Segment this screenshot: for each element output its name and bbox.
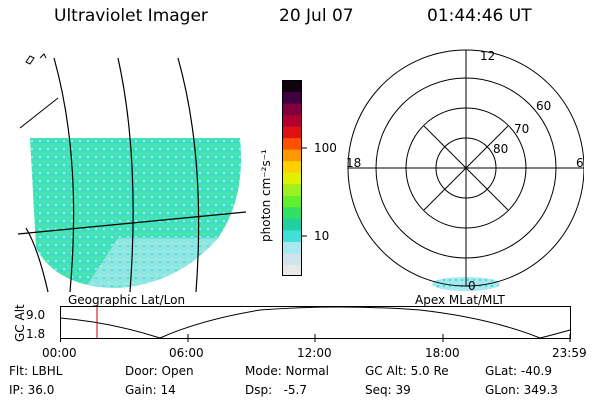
info-gain: Gain: 14: [125, 383, 176, 397]
info-door: Door: Open: [125, 364, 194, 378]
geographic-map: [18, 53, 247, 292]
polar-plot-label: Apex MLat/MLT: [415, 293, 505, 307]
colorbar-segment: [282, 252, 302, 265]
colorbar-segment: [282, 137, 302, 150]
time-tick-0600: 06:00: [169, 346, 204, 360]
colorbar-segment: [282, 218, 302, 231]
colorbar-segment: [282, 126, 302, 139]
geographic-map-label: Geographic Lat/Lon: [68, 293, 186, 307]
colorbar-frame: [282, 80, 302, 276]
mlt-label-0: 0: [468, 279, 476, 293]
mlat-label-70: 70: [514, 122, 529, 136]
info-mode: Mode: Normal: [245, 364, 329, 378]
image-date: 20 Jul 07: [279, 6, 354, 26]
colorbar-segment: [282, 195, 302, 208]
info-ip: IP: 36.0: [9, 383, 55, 397]
time-tick-0000: 00:00: [42, 346, 77, 360]
image-time: 01:44:46 UT: [427, 6, 532, 26]
info-gc-alt: GC Alt: 5.0 Re: [365, 364, 449, 378]
mlt-label-6: 6: [576, 156, 584, 170]
colorbar-segment: [282, 241, 302, 254]
mlt-label-18: 18: [346, 156, 361, 170]
colorbar-segment: [282, 264, 302, 276]
altitude-tick-1-8: 1.8: [26, 327, 46, 341]
altitude-axis-label: GC Alt: [13, 304, 27, 342]
polar-mlat-mlt-plot: 12 18 6 0 60 70 80: [346, 49, 584, 293]
info-dsp: Dsp: -5.7: [245, 383, 308, 397]
altitude-tick-9: 9.0: [26, 308, 46, 322]
mlat-label-60: 60: [536, 99, 551, 113]
colorbar-tick-100: 100: [314, 141, 337, 155]
colorbar-segment: [282, 160, 302, 173]
auroral-image-lower: [88, 238, 218, 288]
time-tick-1800: 18:00: [425, 346, 460, 360]
altitude-plot: [60, 306, 571, 342]
colorbar-segment: [282, 103, 302, 116]
info-glat: GLat: -40.9: [485, 364, 552, 378]
info-seq: Seq: 39: [365, 383, 411, 397]
colorbar-tick-10: 10: [314, 229, 330, 243]
mlt-label-12: 12: [480, 49, 495, 63]
colorbar-segment: [282, 183, 302, 196]
color-scale-bar: [282, 80, 307, 276]
time-tick-2359: 23:59: [552, 346, 587, 360]
info-filter: Flt: LBHL: [9, 364, 63, 378]
colorbar-segment: [282, 172, 302, 185]
colorbar-segment: [282, 114, 302, 127]
colorbar-segment: [282, 91, 302, 104]
time-tick-1200: 12:00: [297, 346, 332, 360]
colorbar-segment: [282, 206, 302, 219]
instrument-title: Ultraviolet Imager: [54, 6, 208, 26]
mlat-label-80: 80: [493, 142, 508, 156]
info-glon: GLon: 349.3: [485, 383, 558, 397]
colorbar-segment: [282, 229, 302, 242]
colorbar-segment: [282, 80, 302, 93]
colorbar-segment: [282, 149, 302, 162]
